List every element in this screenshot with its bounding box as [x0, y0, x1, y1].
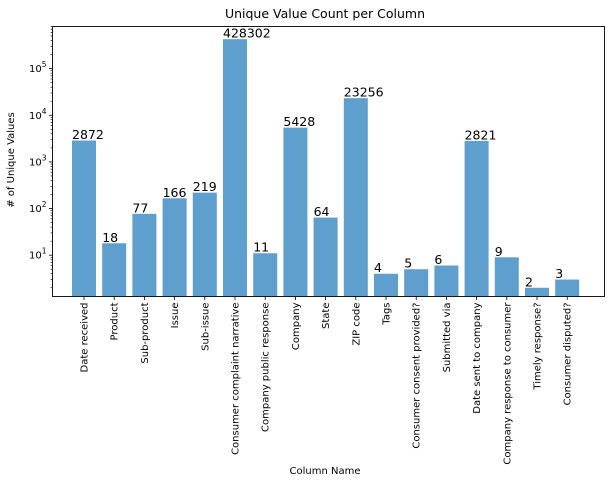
bar	[132, 213, 157, 297]
y-tick-label: 101	[29, 247, 47, 262]
bar-value-label: 9	[495, 244, 503, 259]
bar-value-label: 2	[525, 274, 533, 289]
x-tick-label: State	[321, 303, 332, 329]
x-tick-label: Company	[291, 302, 302, 350]
bar	[525, 287, 549, 297]
x-tick-label: Sub-product	[140, 302, 151, 363]
bars-group	[72, 39, 580, 297]
bar	[464, 140, 489, 297]
bar-value-label: 77	[132, 200, 148, 215]
y-tick-exponent: 4	[42, 107, 47, 116]
x-tick-label: Consumer complaint narrative	[231, 303, 242, 455]
x-tick-label: Sub-issue	[200, 303, 211, 351]
bar-value-label: 11	[253, 240, 269, 255]
bar-value-label: 3	[555, 266, 563, 281]
y-tick-label: 103	[29, 153, 47, 168]
bar	[313, 217, 338, 297]
y-tick-label: 102	[29, 200, 47, 215]
x-tick-label: Timely response?	[533, 303, 544, 391]
y-tick-exponent: 5	[42, 60, 47, 69]
bar-value-label: 4	[374, 260, 382, 275]
bar	[162, 198, 187, 297]
bar	[253, 253, 278, 297]
bar	[102, 243, 127, 297]
y-tick-exponent: 2	[42, 200, 47, 209]
x-tick-label: Consumer consent provided?	[412, 303, 423, 449]
bar-value-label: 18	[102, 230, 118, 245]
bar	[223, 39, 247, 297]
bar	[494, 257, 519, 297]
y-tick-base: 10	[29, 204, 42, 215]
y-tick-base: 10	[29, 111, 42, 122]
x-tick-label: ZIP code	[351, 303, 362, 346]
y-tick-label: 104	[29, 107, 47, 122]
x-tick-label: Submitted via	[442, 303, 453, 373]
bar	[283, 127, 308, 297]
bar	[192, 192, 217, 297]
y-tick-base: 10	[29, 157, 42, 168]
bar	[374, 273, 398, 297]
y-axis-label: # of Unique Values	[6, 112, 17, 208]
bar	[404, 269, 429, 297]
plot-frame	[52, 26, 605, 297]
bar-value-label: 5	[404, 256, 412, 271]
bar-value-label: 6	[434, 252, 442, 267]
bar	[434, 265, 459, 297]
bar-value-label: 23256	[344, 85, 384, 100]
y-tick-exponent: 1	[42, 247, 47, 256]
bar	[72, 140, 96, 297]
bar	[343, 98, 368, 297]
bar-value-label: 5428	[283, 114, 315, 129]
chart-title: Unique Value Count per Column	[225, 6, 425, 21]
x-tick-label: Product	[110, 302, 121, 340]
bar-value-label: 219	[193, 179, 217, 194]
x-tick-label: Issue	[170, 303, 181, 329]
y-tick-exponent: 3	[42, 153, 47, 162]
bar-value-label: 166	[163, 185, 187, 200]
x-tick-label: Consumer disputed?	[563, 303, 574, 406]
bar-value-label: 2872	[72, 127, 104, 142]
bar-value-labels: 2872 18 77 166 219 428302 11 5428 64 23256 4 5 6 2821…	[72, 26, 563, 290]
x-tick-label: Company response to consumer	[502, 302, 513, 465]
bar-value-label: 64	[314, 204, 330, 219]
y-tick-label: 105	[29, 60, 47, 75]
x-tick-label: Date received	[80, 303, 91, 373]
bar-value-label: 2821	[465, 127, 497, 142]
x-tick-label: Date sent to company	[472, 302, 483, 413]
bar	[555, 279, 580, 297]
x-tick-label: Company public response	[261, 303, 272, 432]
bar-value-label: 428302	[223, 26, 271, 41]
y-tick-base: 10	[29, 64, 42, 75]
x-axis-ticks: Date received Product Sub-product Issue Sub-…	[80, 296, 574, 465]
y-tick-base: 10	[29, 251, 42, 262]
x-tick-label: Tags	[382, 303, 393, 326]
x-axis-label: Column Name	[290, 466, 361, 477]
